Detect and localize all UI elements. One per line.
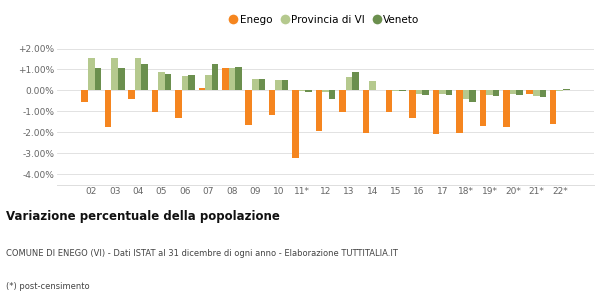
Bar <box>165 74 172 90</box>
Bar <box>479 90 486 126</box>
Bar <box>503 90 509 127</box>
Bar <box>369 81 376 90</box>
Text: Variazione percentuale della popolazione: Variazione percentuale della popolazione <box>6 210 280 223</box>
Text: (*) post-censimento: (*) post-censimento <box>6 282 89 291</box>
Bar <box>245 90 252 125</box>
Bar <box>269 90 275 116</box>
Bar <box>212 64 218 90</box>
Bar <box>516 90 523 94</box>
Bar <box>563 89 569 90</box>
Bar <box>282 80 289 90</box>
Bar <box>456 90 463 133</box>
Text: COMUNE DI ENEGO (VI) - Dati ISTAT al 31 dicembre di ogni anno - Elaborazione TUT: COMUNE DI ENEGO (VI) - Dati ISTAT al 31 … <box>6 249 398 258</box>
Bar <box>222 68 229 90</box>
Bar <box>322 90 329 92</box>
Bar <box>346 77 352 90</box>
Bar <box>362 90 369 133</box>
Bar <box>95 68 101 90</box>
Bar <box>175 90 182 118</box>
Bar <box>205 75 212 90</box>
Bar <box>252 79 259 90</box>
Bar <box>493 90 499 96</box>
Bar <box>188 75 195 90</box>
Bar <box>463 90 469 99</box>
Bar <box>422 90 429 94</box>
Bar <box>556 90 563 92</box>
Bar <box>386 90 392 112</box>
Bar <box>399 90 406 92</box>
Bar <box>182 76 188 90</box>
Bar <box>128 90 135 99</box>
Bar <box>352 72 359 90</box>
Bar <box>509 90 516 94</box>
Bar <box>135 58 142 90</box>
Bar <box>550 90 556 124</box>
Bar <box>305 90 312 92</box>
Bar <box>142 64 148 90</box>
Bar <box>392 90 399 92</box>
Bar <box>416 90 422 94</box>
Bar <box>433 90 439 134</box>
Bar <box>533 90 539 96</box>
Bar <box>88 58 95 90</box>
Bar <box>112 58 118 90</box>
Bar <box>409 90 416 118</box>
Bar <box>526 90 533 94</box>
Bar <box>446 90 452 94</box>
Bar <box>259 79 265 90</box>
Bar <box>292 90 299 158</box>
Bar <box>275 80 282 90</box>
Bar <box>486 90 493 94</box>
Bar <box>152 90 158 112</box>
Bar <box>118 68 125 90</box>
Bar <box>82 90 88 102</box>
Bar <box>105 90 112 127</box>
Bar <box>158 72 165 90</box>
Bar <box>299 90 305 92</box>
Bar <box>316 90 322 131</box>
Bar <box>539 90 546 97</box>
Bar <box>229 68 235 90</box>
Bar <box>235 68 242 90</box>
Bar <box>339 90 346 112</box>
Bar <box>439 90 446 94</box>
Legend: Enego, Provincia di VI, Veneto: Enego, Provincia di VI, Veneto <box>232 15 419 25</box>
Bar <box>329 90 335 99</box>
Bar <box>199 88 205 90</box>
Bar <box>469 90 476 102</box>
